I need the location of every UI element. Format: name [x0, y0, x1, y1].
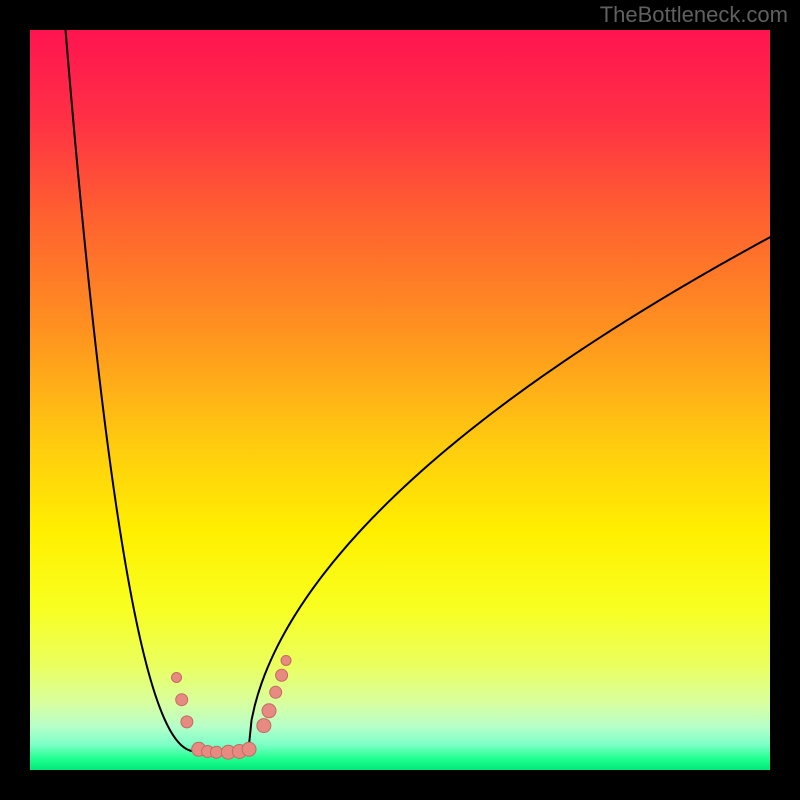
data-marker: [276, 669, 288, 681]
data-marker: [257, 719, 271, 733]
data-markers: [172, 655, 292, 759]
data-marker: [210, 746, 222, 758]
data-marker: [181, 716, 193, 728]
data-marker: [281, 655, 291, 665]
data-marker: [242, 742, 256, 756]
data-marker: [270, 686, 282, 698]
bottleneck-curve: [66, 30, 770, 752]
curve-layer: [30, 30, 770, 770]
plot-area: [30, 30, 770, 770]
data-marker: [176, 694, 188, 706]
watermark-text: TheBottleneck.com: [600, 2, 788, 28]
bottleneck-chart: TheBottleneck.com: [0, 0, 800, 800]
data-marker: [172, 673, 182, 683]
data-marker: [262, 704, 276, 718]
